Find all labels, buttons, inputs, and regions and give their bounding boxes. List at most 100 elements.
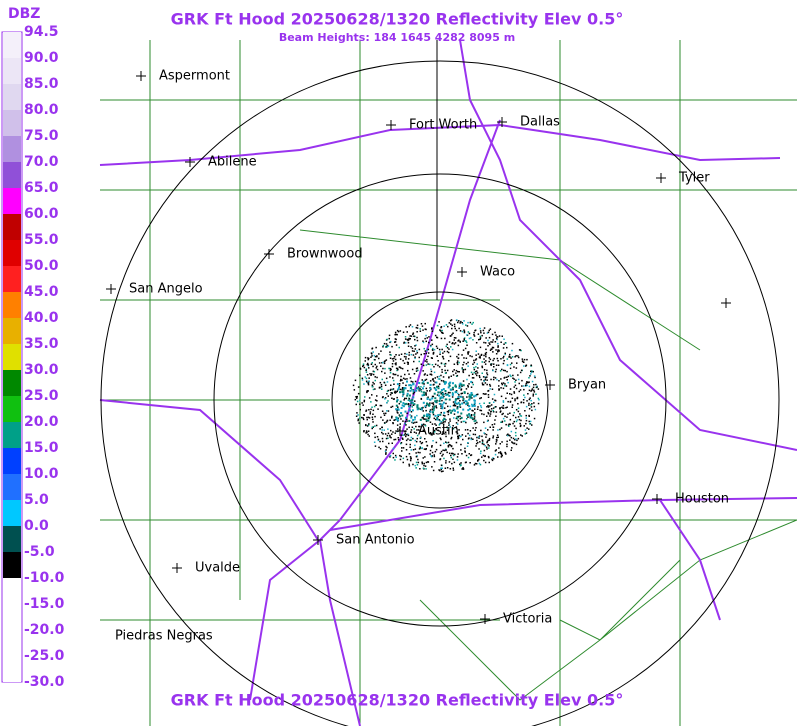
echo-pixel [517, 416, 520, 418]
echo-pixel [407, 434, 410, 437]
echo-pixel [432, 349, 434, 351]
echo-pixel [515, 427, 517, 430]
echo-pixel [399, 330, 402, 332]
echo-pixel [384, 398, 386, 400]
echo-pixel [429, 453, 431, 455]
echo-pixel [440, 326, 443, 328]
echo-pixel [440, 450, 443, 453]
echo-pixel [506, 416, 508, 418]
legend-label: -20.0 [24, 622, 65, 638]
echo-pixel [369, 413, 371, 415]
echo-pixel [448, 422, 450, 424]
echo-pixel [500, 456, 503, 458]
echo-pixel [435, 389, 438, 391]
echo-pixel [411, 388, 413, 391]
echo-pixel [442, 453, 444, 456]
echo-pixel [371, 384, 374, 386]
echo-pixel [531, 370, 533, 372]
echo-pixel [430, 433, 433, 435]
echo-pixel [416, 464, 419, 466]
echo-pixel [521, 358, 524, 360]
echo-pixel [448, 409, 451, 412]
echo-pixel [419, 437, 422, 439]
echo-pixel [462, 380, 465, 382]
echo-pixel [374, 425, 376, 427]
echo-pixel [395, 338, 397, 341]
echo-pixel [419, 418, 422, 421]
echo-pixel [482, 393, 485, 395]
echo-pixel [453, 363, 456, 365]
echo-pixel [469, 355, 471, 357]
echo-pixel [437, 360, 439, 362]
echo-pixel [513, 392, 516, 394]
echo-pixel [502, 369, 505, 372]
echo-pixel [410, 411, 413, 413]
echo-pixel [445, 441, 447, 443]
echo-pixel [394, 373, 397, 376]
echo-pixel [408, 405, 411, 408]
echo-pixel [386, 338, 388, 341]
echo-pixel [375, 367, 377, 369]
legend-swatch [3, 32, 21, 58]
echo-pixel [377, 408, 379, 410]
echo-pixel [356, 395, 358, 398]
echo-pixel [389, 372, 392, 374]
echo-pixel [528, 377, 530, 379]
echo-pixel [367, 357, 369, 359]
echo-pixel [397, 419, 400, 422]
echo-pixel [396, 383, 399, 386]
city-label: Abilene [208, 155, 257, 170]
echo-pixel [485, 360, 487, 362]
echo-pixel [523, 385, 525, 387]
echo-pixel [424, 405, 427, 408]
echo-pixel [532, 370, 534, 373]
echo-pixel [406, 378, 408, 380]
echo-pixel [439, 391, 442, 394]
echo-pixel [441, 405, 444, 408]
echo-pixel [408, 354, 410, 356]
echo-pixel [400, 353, 403, 355]
echo-pixel [490, 378, 492, 381]
echo-pixel [534, 376, 536, 379]
echo-pixel [354, 398, 357, 401]
echo-pixel [495, 368, 497, 371]
echo-pixel [486, 441, 488, 444]
echo-pixel [444, 392, 447, 395]
echo-pixel [453, 413, 456, 415]
echo-pixel [453, 461, 456, 464]
echo-pixel [446, 426, 448, 428]
echo-pixel [496, 357, 499, 360]
echo-pixel [497, 436, 499, 438]
echo-pixel [410, 457, 412, 459]
echo-pixel [434, 363, 437, 366]
echo-pixel [462, 468, 465, 470]
echo-pixel [508, 425, 510, 427]
echo-pixel [457, 340, 459, 342]
echo-pixel [372, 409, 375, 412]
echo-pixel [440, 393, 442, 395]
echo-pixel [530, 390, 532, 392]
echo-pixel [366, 390, 369, 392]
echo-pixel [478, 435, 481, 437]
echo-pixel [454, 391, 457, 394]
echo-pixel [367, 365, 369, 367]
echo-pixel [464, 368, 467, 371]
echo-pixel [448, 424, 451, 426]
echo-pixel [451, 462, 453, 465]
echo-pixel [525, 405, 528, 408]
legend-swatch [3, 266, 21, 292]
echo-pixel [422, 423, 425, 425]
echo-pixel [448, 398, 451, 401]
echo-pixel [450, 445, 453, 447]
echo-pixel [416, 350, 418, 352]
echo-pixel [381, 426, 383, 429]
echo-pixel [457, 353, 460, 356]
echo-pixel [392, 379, 395, 382]
echo-pixel [437, 414, 440, 417]
echo-pixel [456, 423, 459, 425]
echo-pixel [406, 331, 408, 333]
echo-pixel [362, 364, 365, 367]
echo-pixel [456, 406, 459, 408]
echo-pixel [433, 348, 436, 351]
echo-pixel [436, 347, 439, 349]
